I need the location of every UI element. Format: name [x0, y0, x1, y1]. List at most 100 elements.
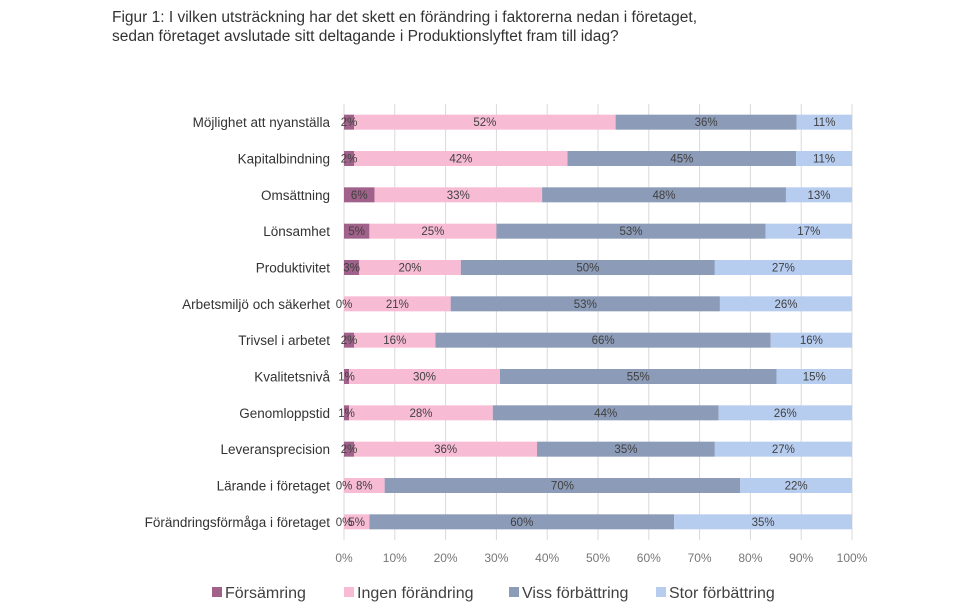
bar-segment — [785, 187, 852, 203]
bar-segment — [460, 260, 715, 275]
bar-segment — [374, 187, 543, 203]
data-label: 33% — [447, 190, 470, 202]
data-label: 66% — [592, 335, 615, 347]
category-label: Kapitalbindning — [238, 152, 330, 167]
bar-segment — [615, 114, 797, 130]
bar-segment — [354, 332, 436, 348]
bar-segments — [344, 114, 852, 530]
bar-segment — [344, 114, 355, 130]
data-label: 45% — [670, 154, 693, 166]
category-labels: Möjlighet att nyanställa Kapitalbindning O… — [145, 115, 331, 530]
x-tick-label: 80% — [738, 551, 762, 565]
data-label: 44% — [594, 408, 617, 420]
gridlines — [343, 104, 853, 540]
data-label: 60% — [510, 517, 533, 529]
bar-segment — [359, 260, 461, 275]
category-label: Kvalitetsnivå — [254, 370, 330, 385]
data-label: 53% — [574, 299, 597, 311]
bar-segment — [354, 151, 568, 166]
category-label: Lönsamhet — [263, 224, 330, 239]
data-label: 42% — [449, 154, 472, 166]
bar-segment — [344, 478, 385, 493]
bar-segment — [542, 187, 786, 203]
bar-segment — [499, 369, 777, 384]
data-label: 2% — [341, 154, 358, 166]
x-tick-label: 50% — [586, 551, 610, 565]
bar-segment — [450, 296, 720, 312]
legend-swatch — [212, 587, 222, 597]
x-tick-label: 90% — [789, 551, 813, 565]
data-label: 16% — [383, 335, 406, 347]
x-tick-label: 10% — [383, 551, 407, 565]
data-label: 2% — [341, 117, 358, 129]
bar-segment — [776, 369, 852, 384]
bar-segment — [344, 187, 375, 203]
data-label: 3% — [343, 263, 360, 275]
data-label: 35% — [614, 444, 637, 456]
x-tick-label: 30% — [484, 551, 508, 565]
segment-labels: 2% 52% 36% 11% 2% 42% 45% 11% 6% 33% 48% 13% 5% 25% 53… — [336, 117, 836, 529]
data-label: 1% — [338, 408, 355, 420]
data-label: 1% — [338, 372, 355, 384]
data-label: 8% — [356, 481, 373, 493]
category-label: Möjlighet att nyanställa — [193, 115, 331, 130]
category-label: Omsättning — [261, 188, 330, 203]
x-tick-label: 40% — [535, 551, 559, 565]
legend-swatch — [344, 587, 354, 597]
data-label: 53% — [620, 226, 643, 238]
bar-segment — [344, 369, 350, 384]
data-label: 27% — [772, 263, 795, 275]
bar-segment — [369, 514, 675, 530]
category-label: Trivsel i arbetet — [238, 333, 330, 348]
bar-segment — [349, 405, 493, 421]
data-label: 11% — [813, 154, 835, 166]
bar-segment — [765, 223, 852, 239]
legend: Försämring Ingen förändring Viss förbättri… — [212, 585, 775, 602]
legend-swatch — [656, 587, 666, 597]
data-label: 16% — [800, 335, 823, 347]
category-label: Leveransprecision — [220, 442, 330, 457]
legend-label: Stor förbättring — [669, 585, 775, 602]
data-label: 25% — [421, 226, 444, 238]
data-label: 0% — [336, 481, 353, 493]
data-label: 48% — [653, 190, 676, 202]
bar-segment — [384, 478, 741, 493]
bar-segment — [567, 151, 797, 166]
legend-label: Ingen förändring — [357, 585, 474, 602]
bar-segment — [344, 514, 370, 530]
bar-segment — [796, 151, 852, 166]
data-label: 0% — [336, 299, 353, 311]
bar-segment — [714, 260, 852, 275]
legend-swatch — [509, 587, 519, 597]
category-label: Genomloppstid — [239, 406, 330, 421]
bar-segment — [344, 296, 451, 312]
category-label: Förändringsförmåga i företaget — [145, 515, 331, 530]
data-label: 55% — [627, 372, 650, 384]
bar-segment — [344, 151, 355, 166]
data-label: 36% — [434, 444, 457, 456]
bar-segment — [714, 441, 852, 457]
bar-segment — [344, 441, 355, 457]
bar-segment — [674, 514, 852, 530]
data-label: 20% — [399, 263, 422, 275]
bar-segment — [740, 478, 852, 493]
data-label: 2% — [341, 335, 358, 347]
bar-segment — [349, 369, 500, 384]
bar-segment — [344, 223, 370, 239]
data-label: 26% — [774, 299, 797, 311]
bar-segment — [344, 405, 350, 421]
data-label: 30% — [413, 372, 436, 384]
legend-label: Viss förbättring — [522, 585, 628, 602]
bar-segment — [492, 405, 719, 421]
legend-label: Försämring — [225, 585, 306, 602]
bar-segment — [796, 114, 852, 130]
data-label: 6% — [351, 190, 368, 202]
data-label: 0% — [336, 517, 353, 529]
bar-segment — [719, 296, 852, 312]
bar-segment — [354, 114, 616, 130]
bar-segment — [496, 223, 766, 239]
x-tick-label: 70% — [688, 551, 712, 565]
data-label: 21% — [386, 299, 409, 311]
data-label: 5% — [348, 226, 365, 238]
